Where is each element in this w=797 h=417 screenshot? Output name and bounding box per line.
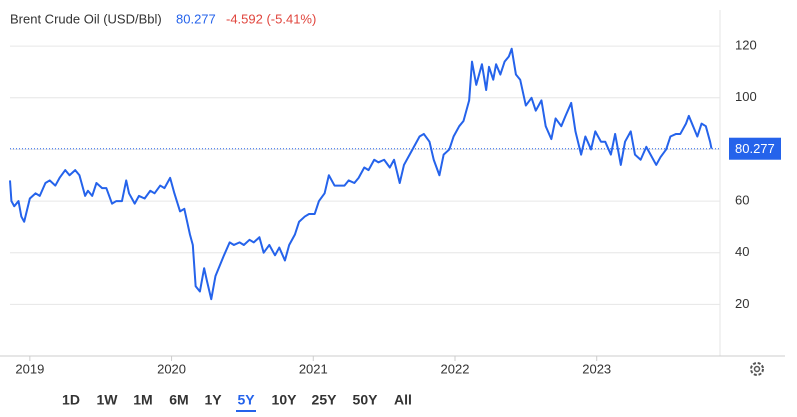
y-tick-label: 60: [735, 193, 749, 208]
x-tick-label: 2021: [299, 361, 328, 376]
last-value-label: 80.277: [735, 141, 775, 156]
settings-icon[interactable]: [750, 362, 764, 376]
range-button[interactable]: 10Y: [272, 392, 298, 408]
range-button[interactable]: 5Y: [237, 392, 255, 408]
x-tick-label: 2020: [157, 361, 186, 376]
range-button[interactable]: 25Y: [312, 392, 338, 408]
range-button[interactable]: 1D: [62, 392, 80, 408]
header-price: 80.277: [176, 11, 216, 26]
range-button[interactable]: 1M: [133, 392, 152, 408]
price-line: [9, 47, 713, 301]
y-tick-label: 120: [735, 38, 757, 53]
y-tick-label: 40: [735, 244, 749, 259]
range-button[interactable]: All: [394, 392, 412, 408]
last-value-box: [729, 137, 781, 160]
x-tick-label: 2022: [441, 361, 470, 376]
range-button[interactable]: 50Y: [353, 392, 379, 408]
range-button[interactable]: 6M: [169, 392, 188, 408]
range-button[interactable]: 1Y: [204, 392, 222, 408]
y-tick-label: 100: [735, 89, 757, 104]
chart-title: Brent Crude Oil (USD/Bbl): [10, 11, 162, 26]
header-change: -4.592 (-5.41%): [226, 11, 316, 26]
x-tick-label: 2023: [582, 361, 611, 376]
y-tick-label: 20: [735, 296, 749, 311]
x-tick-label: 2019: [15, 361, 44, 376]
range-button[interactable]: 1W: [97, 392, 119, 408]
